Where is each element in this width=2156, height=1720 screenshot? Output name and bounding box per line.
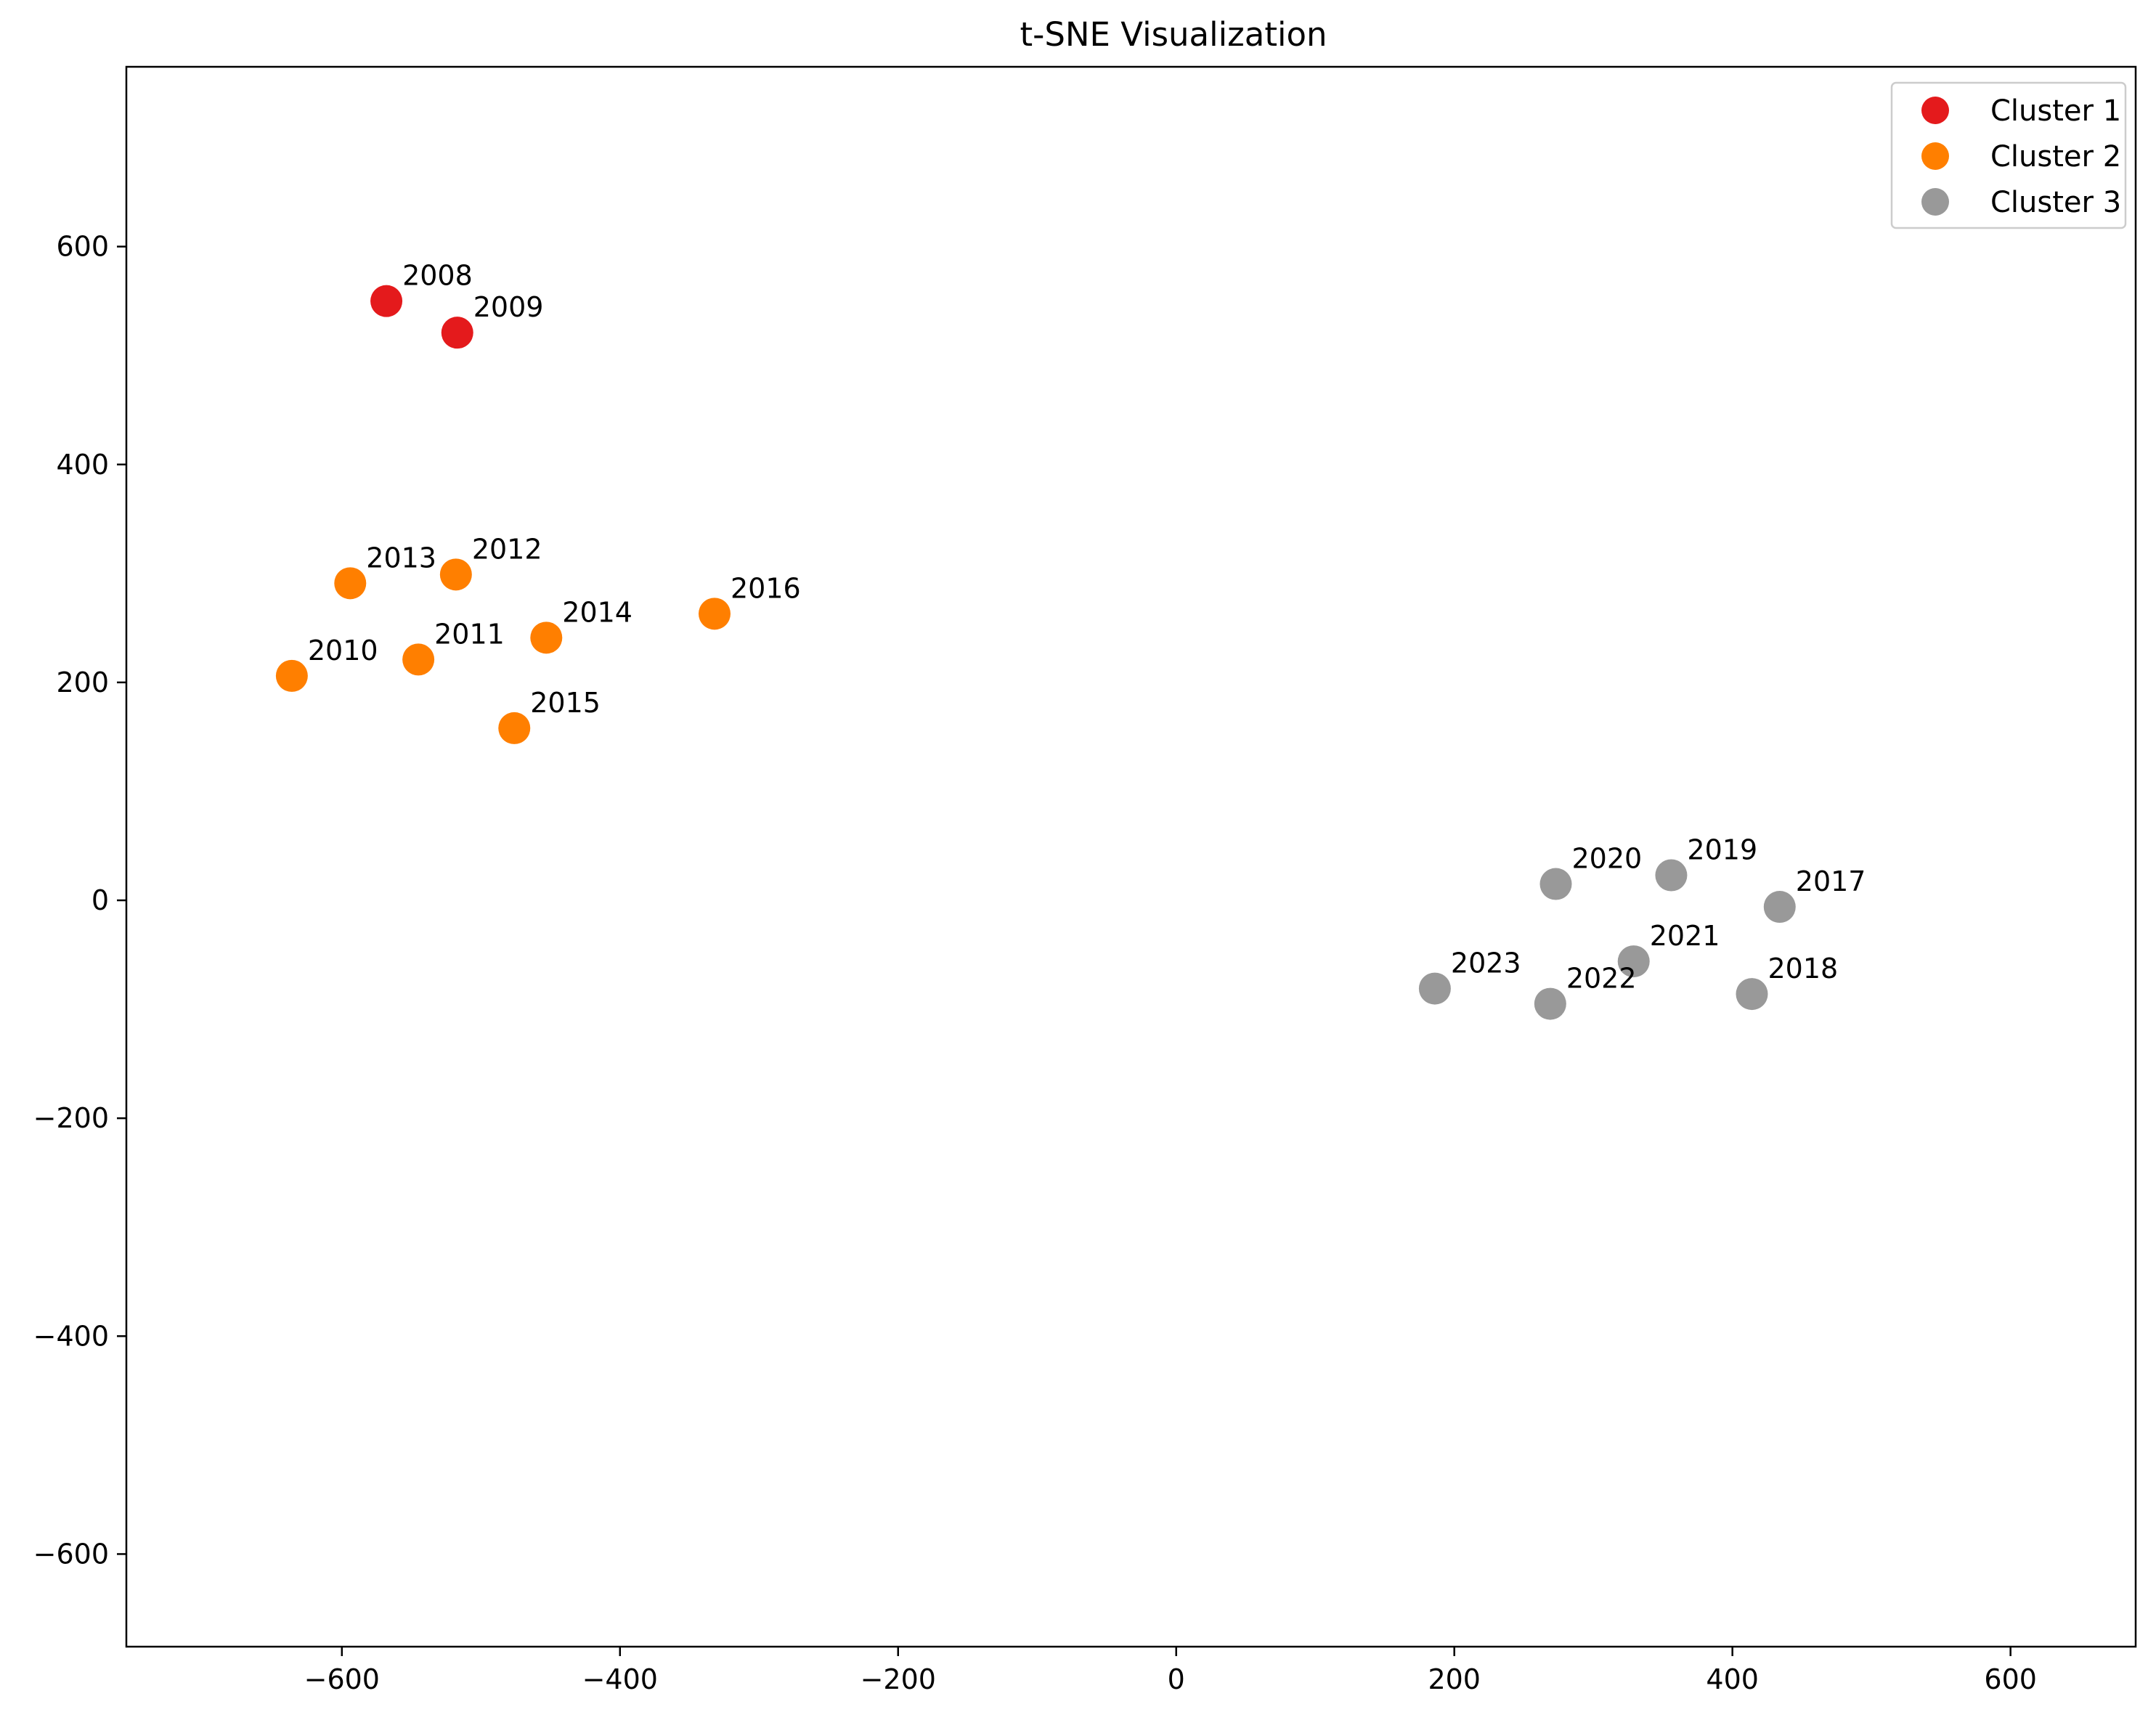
- x-tick-label: −400: [582, 1663, 658, 1695]
- y-tick-label: 400: [56, 449, 109, 481]
- point-label-2023: 2023: [1451, 947, 1521, 979]
- point-label-2021: 2021: [1650, 920, 1720, 952]
- point-label-2010: 2010: [308, 635, 378, 667]
- point-label-2011: 2011: [434, 618, 505, 650]
- y-tick-label: −400: [33, 1320, 109, 1352]
- point-label-2015: 2015: [530, 687, 601, 719]
- y-axis: −600 −400 −200 0 200 400 600: [33, 231, 126, 1570]
- data-point-2012: [439, 558, 472, 591]
- data-point-2019: [1655, 859, 1688, 892]
- y-tick-label: 200: [56, 667, 109, 698]
- data-point-2016: [698, 598, 731, 630]
- x-tick-label: 0: [1168, 1663, 1185, 1695]
- data-point-2022: [1534, 987, 1566, 1020]
- point-label-2017: 2017: [1796, 865, 1866, 897]
- data-point-2013: [334, 567, 367, 600]
- x-tick-label: 400: [1706, 1663, 1759, 1695]
- data-point-2020: [1539, 868, 1572, 900]
- data-point-2015: [498, 712, 531, 744]
- point-label-2012: 2012: [472, 533, 542, 565]
- point-label-2019: 2019: [1687, 834, 1757, 866]
- point-label-2020: 2020: [1571, 843, 1642, 875]
- legend: Cluster 1 Cluster 2 Cluster 3: [1890, 81, 2127, 229]
- point-label-2014: 2014: [562, 596, 632, 628]
- point-label-2016: 2016: [731, 572, 801, 604]
- point-label-2013: 2013: [366, 542, 436, 574]
- x-tick-label: −600: [304, 1663, 380, 1695]
- plot-frame: [125, 65, 2137, 1648]
- data-point-2011: [402, 643, 435, 676]
- y-tick-label: 600: [56, 231, 109, 263]
- data-point-2010: [275, 659, 308, 692]
- point-label-2018: 2018: [1767, 953, 1838, 985]
- data-point-2021: [1617, 945, 1650, 978]
- x-axis: −600 −400 −200 0 200 400 600: [304, 1647, 2037, 1695]
- x-tick-label: 200: [1428, 1663, 1481, 1695]
- data-point-2009: [441, 317, 473, 349]
- y-tick-label: −200: [33, 1102, 109, 1134]
- data-points: [275, 285, 1796, 1020]
- point-label-2022: 2022: [1566, 963, 1637, 995]
- legend-box: [1890, 81, 2127, 229]
- x-tick-label: 600: [1984, 1663, 2037, 1695]
- legend-marker-3: [1921, 188, 1949, 216]
- y-tick-label: −600: [33, 1538, 109, 1570]
- legend-marker-1: [1921, 97, 1949, 124]
- data-point-2017: [1763, 891, 1796, 924]
- y-tick-label: 0: [91, 884, 109, 916]
- point-label-2009: 2009: [473, 291, 544, 323]
- legend-label-1: Cluster 1: [1990, 94, 2121, 128]
- legend-label-2: Cluster 2: [1990, 140, 2121, 174]
- legend-marker-2: [1921, 142, 1949, 170]
- data-point-2023: [1418, 972, 1451, 1005]
- legend-label-3: Cluster 3: [1990, 186, 2121, 219]
- x-tick-label: −200: [861, 1663, 936, 1695]
- point-label-2008: 2008: [402, 260, 473, 292]
- data-point-2008: [370, 285, 403, 317]
- chart-title: t-SNE Visualization: [1020, 15, 1327, 54]
- data-point-2018: [1736, 978, 1768, 1011]
- data-point-2014: [530, 621, 563, 654]
